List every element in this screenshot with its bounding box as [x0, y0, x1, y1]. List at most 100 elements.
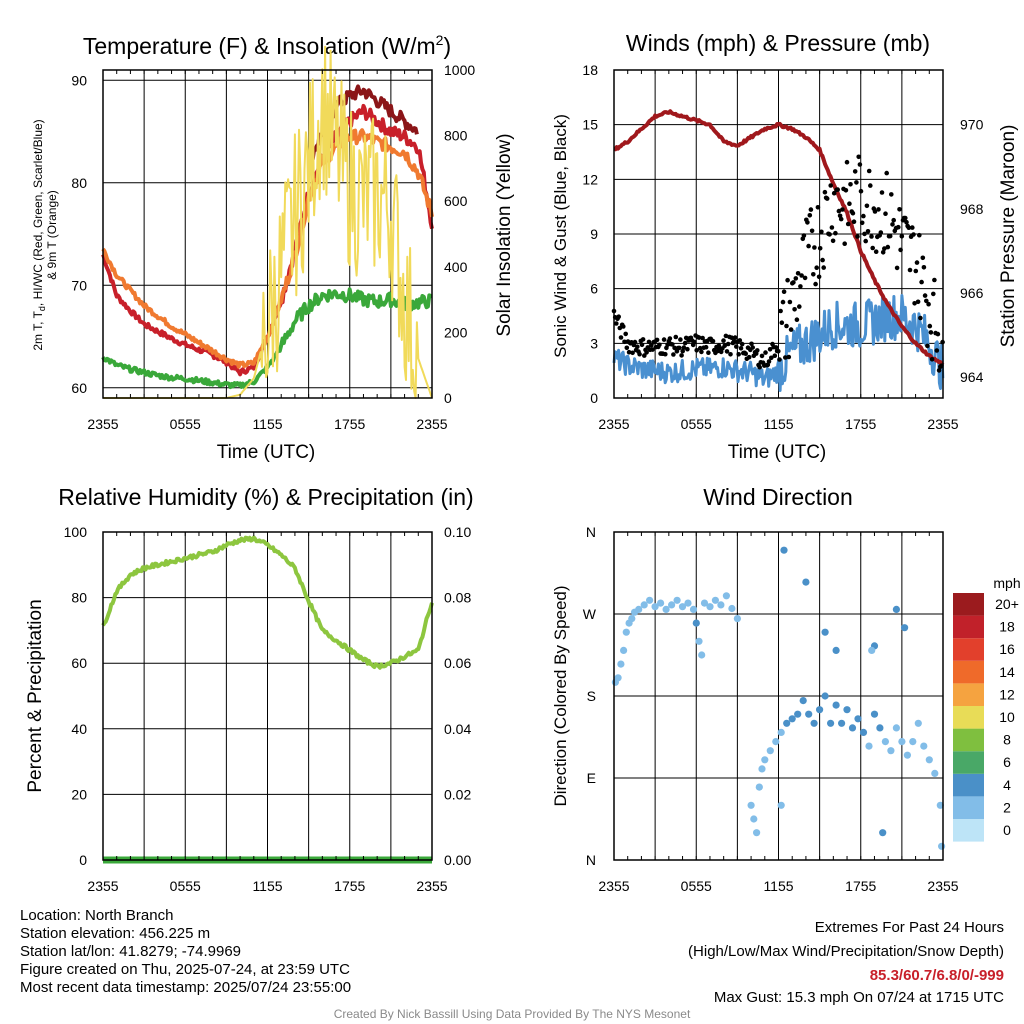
- direction-point: [879, 829, 887, 837]
- direction-point: [892, 605, 901, 614]
- direction-point: [635, 605, 643, 614]
- direction-point: [920, 742, 928, 750]
- direction-point: [838, 719, 846, 727]
- gust-point: [934, 348, 940, 353]
- rh-title: Relative Humidity (%) & Precipitation (i…: [58, 484, 473, 510]
- gust-point: [635, 344, 640, 350]
- figure-created: Figure created on Thu, 2025-07-24, at 23…: [20, 961, 350, 978]
- gust-point: [732, 335, 738, 340]
- gust-point: [755, 348, 760, 353]
- legend-label: 20+: [995, 596, 1019, 612]
- gust-point: [921, 265, 927, 270]
- x-tick-label: 1755: [845, 416, 876, 432]
- extremes-subtitle: (High/Low/Max Wind/Precipitation/Snow De…: [688, 943, 1004, 960]
- gust-point: [931, 291, 936, 297]
- temp-xlabel: Time (UTC): [217, 442, 316, 463]
- direction-point: [876, 724, 884, 732]
- gust-point: [838, 216, 844, 222]
- direction-point: [622, 628, 630, 636]
- gust-point: [870, 245, 875, 251]
- gust-point: [858, 188, 864, 194]
- series-line-rh: [101, 535, 434, 670]
- y2-tick-label: 200: [444, 324, 468, 340]
- x-tick-label: 2355: [416, 416, 447, 432]
- y2-tick-label: 0: [444, 390, 452, 406]
- gust-point: [642, 353, 647, 358]
- legend-label: 0: [1003, 822, 1011, 838]
- gust-point: [884, 170, 889, 176]
- gust-point: [894, 265, 900, 271]
- direction-point: [938, 842, 946, 850]
- direction-point: [810, 719, 818, 727]
- gust-point: [644, 350, 649, 355]
- x-tick-label: 2355: [87, 416, 118, 432]
- direction-point: [870, 710, 879, 718]
- gust-point: [848, 182, 853, 187]
- gust-point: [731, 339, 737, 344]
- wind-ylabel: Sonic Wind & Gust (Blue, Black): [551, 114, 570, 358]
- direction-point: [646, 596, 654, 604]
- y2-tick-label: 0.04: [444, 721, 471, 737]
- gust-point: [864, 203, 870, 209]
- gust-point: [672, 345, 677, 351]
- gust-point: [847, 201, 852, 206]
- gust-point: [738, 346, 744, 351]
- gust-point: [637, 351, 642, 357]
- legend-swatch: [953, 683, 984, 706]
- gust-point: [889, 192, 894, 197]
- gust-point: [835, 187, 840, 192]
- x-tick-label: 1155: [252, 878, 282, 894]
- legend-label: 16: [999, 641, 1015, 657]
- y-tick-label: W: [583, 606, 597, 622]
- gust-point: [788, 327, 794, 332]
- gust-point: [663, 351, 668, 357]
- wind-xlabel: Time (UTC): [728, 442, 827, 463]
- gust-point: [907, 267, 913, 273]
- gust-point: [932, 277, 937, 283]
- legend-swatch: [953, 773, 984, 797]
- direction-point: [700, 599, 709, 607]
- gust-point: [699, 349, 704, 355]
- gust-point: [746, 354, 752, 360]
- direction-point: [684, 599, 692, 607]
- direction-point: [761, 756, 769, 764]
- gust-point: [833, 230, 838, 236]
- gust-point: [906, 225, 912, 230]
- direction-point: [747, 801, 755, 809]
- direction-point: [859, 728, 868, 737]
- legend-swatch: [953, 728, 984, 752]
- direction-point: [728, 604, 736, 613]
- direction-point: [780, 546, 788, 554]
- gust-point: [898, 247, 903, 253]
- gust-point: [716, 343, 722, 349]
- gust-point: [876, 207, 881, 212]
- x-tick-label: 1155: [252, 416, 282, 432]
- legend-label: 14: [999, 664, 1015, 680]
- gust-point: [624, 345, 630, 351]
- gust-point: [795, 271, 801, 276]
- y2-tick-label: 970: [960, 117, 984, 133]
- y-tick-label: 15: [582, 117, 598, 133]
- x-tick-label: 0555: [170, 878, 201, 894]
- gust-point: [928, 330, 934, 335]
- gust-point: [679, 353, 684, 358]
- gust-point: [836, 208, 842, 214]
- temp-ylabel: 2m T, Td, HI/WC (Red, Green, Scarlet/Blu…: [31, 119, 47, 350]
- gust-point: [882, 246, 887, 251]
- y2-tick-label: 966: [960, 285, 984, 301]
- y-tick-label: 18: [582, 62, 598, 78]
- gust-point: [814, 265, 819, 271]
- gust-point: [920, 255, 926, 261]
- gust-point: [616, 314, 621, 320]
- gust-point: [763, 350, 768, 355]
- gust-point: [729, 335, 734, 341]
- y-tick-label: 40: [71, 721, 87, 737]
- gust-point: [935, 331, 941, 337]
- gust-point: [623, 331, 628, 337]
- legend-swatch: [953, 796, 984, 819]
- gust-point: [879, 190, 885, 195]
- gust-point: [682, 340, 688, 346]
- direction-point: [925, 756, 933, 764]
- station-location: Location: North Branch: [20, 907, 174, 924]
- gust-point: [914, 260, 920, 265]
